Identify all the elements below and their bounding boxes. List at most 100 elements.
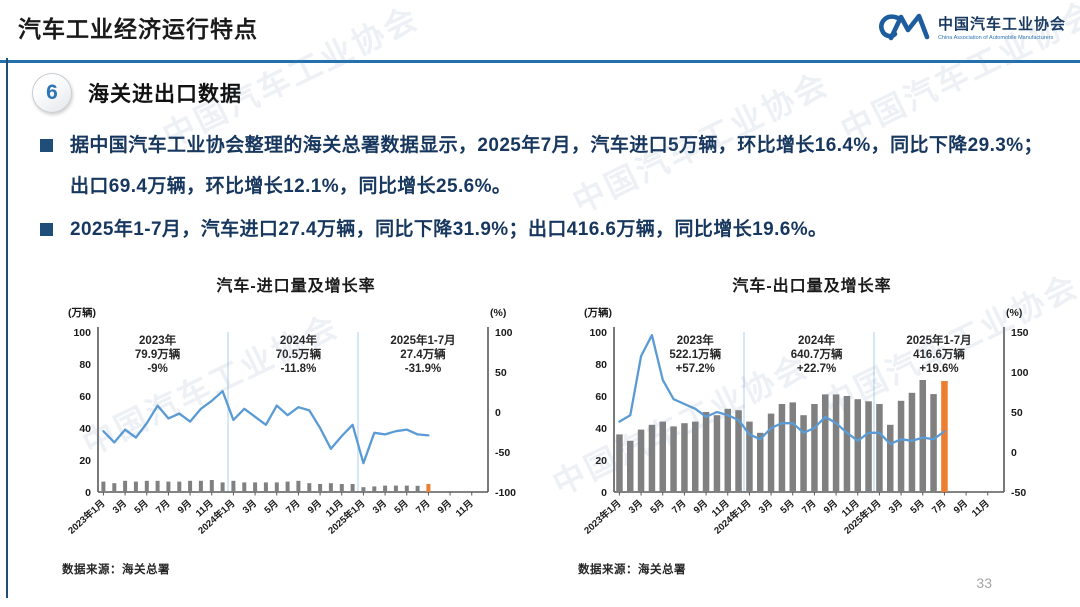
- x-tick-label: 9月: [822, 498, 840, 516]
- left-tick-label: 80: [595, 359, 607, 371]
- bullet-square-icon: [40, 139, 53, 152]
- annotation-volume: 416.6万辆: [913, 347, 965, 361]
- annotation-pct: -31.9%: [405, 363, 441, 375]
- x-tick-label: 3月: [371, 498, 389, 516]
- header-divider: [0, 60, 1080, 63]
- annotation-year: 2023年: [677, 333, 715, 347]
- volume-bar: [339, 484, 344, 492]
- annotation-pct: +22.7%: [797, 363, 836, 375]
- volume-bar: [637, 429, 645, 492]
- volume-bar: [220, 482, 225, 492]
- x-tick-label: 11月: [454, 498, 476, 519]
- volume-bar: [393, 485, 398, 492]
- volume-bar: [101, 481, 106, 492]
- right-tick-label: 0: [1011, 447, 1017, 459]
- volume-bar: [253, 482, 258, 492]
- section-head: 6 海关进出口数据: [32, 73, 1080, 113]
- volume-bar: [941, 381, 948, 492]
- bullet-text: 2025年1-7月，汽车进口27.4万辆，同比下降31.9%；出口416.6万辆…: [70, 219, 828, 240]
- left-tick-label: 20: [79, 455, 91, 467]
- volume-bar: [919, 380, 926, 492]
- x-tick-label: 7月: [800, 498, 818, 516]
- volume-bar: [166, 481, 171, 492]
- bullet-item: 据中国汽车工业协会整理的海关总署数据显示，2025年7月，汽车进口5万辆，环比增…: [38, 125, 1044, 207]
- right-axis-unit: (%): [490, 307, 506, 319]
- volume-bar: [426, 484, 431, 492]
- volume-bar: [767, 413, 775, 492]
- bullet-item: 2025年1-7月，汽车进口27.4万辆，同比下降31.9%；出口416.6万辆…: [38, 209, 1044, 250]
- volume-bar: [155, 480, 160, 492]
- volume-bar: [198, 480, 203, 492]
- volume-bar: [188, 480, 193, 492]
- export-chart-source: 数据来源：海关总署: [578, 564, 686, 576]
- left-frame-line: [6, 58, 8, 598]
- volume-bar: [778, 404, 786, 492]
- volume-bar: [681, 423, 688, 492]
- right-tick-label: -100: [495, 487, 516, 499]
- volume-bar: [757, 432, 764, 492]
- volume-bar: [627, 440, 634, 492]
- x-tick-label: 7月: [284, 498, 302, 516]
- x-tick-label: 7月: [154, 498, 172, 516]
- volume-bar: [854, 399, 861, 492]
- volume-bar: [746, 421, 753, 492]
- volume-bar: [822, 394, 829, 492]
- volume-bar: [372, 486, 377, 492]
- section-number-badge: 6: [32, 73, 72, 113]
- annotation-volume: 70.5万辆: [276, 347, 322, 361]
- left-tick-label: 40: [595, 423, 607, 435]
- left-axis-unit: (万辆): [68, 306, 96, 319]
- page-title: 汽车工业经济运行特点: [18, 16, 258, 42]
- annotation-pct: +57.2%: [676, 363, 715, 375]
- volume-bar: [274, 482, 279, 492]
- volume-bar: [908, 392, 916, 492]
- growth-line: [618, 334, 946, 446]
- section-title: 海关进出口数据: [88, 83, 242, 106]
- volume-bar: [231, 480, 236, 492]
- x-tick-label: 2023年1月: [66, 497, 108, 536]
- volume-bar: [887, 424, 894, 492]
- x-tick-label: 3月: [627, 498, 645, 516]
- volume-bar: [318, 484, 323, 492]
- caam-logo-icon: [879, 13, 930, 41]
- import-chart-source: 数据来源：海关总署: [62, 564, 170, 576]
- volume-bar: [648, 424, 656, 492]
- x-tick-label: 5月: [648, 498, 666, 516]
- page-number: 33: [976, 575, 992, 591]
- x-tick-label: 5月: [392, 498, 410, 516]
- export-chart-title: 汽车-出口量及增长率: [732, 278, 892, 295]
- volume-bar: [328, 483, 333, 492]
- volume-bar: [361, 487, 366, 492]
- right-tick-label: 150: [1011, 327, 1029, 339]
- volume-bar: [383, 485, 388, 492]
- x-tick-label: 3月: [757, 498, 775, 516]
- x-tick-label: 11月: [970, 498, 992, 519]
- annotation-volume: 640.7万辆: [791, 347, 843, 361]
- bullet-text: 据中国汽车工业协会整理的海关总署数据显示，2025年7月，汽车进口5万辆，环比增…: [70, 135, 1043, 197]
- volume-bar: [735, 410, 742, 492]
- volume-bar: [133, 481, 138, 492]
- volume-bar: [415, 485, 420, 492]
- x-tick-label: 9月: [692, 498, 710, 516]
- right-tick-label: 100: [1011, 367, 1029, 379]
- export-chart: 汽车-出口量及增长率 100 80 60 40 20 0 150 100 50 0 -50 (万辆)(…: [568, 272, 1056, 577]
- annotation-volume: 522.1万辆: [669, 347, 721, 361]
- logo-name-en: China Association of Automobile Manufact…: [937, 35, 1054, 41]
- volume-bar: [123, 480, 128, 492]
- x-tick-label: 9月: [436, 498, 454, 516]
- right-tick-label: -50: [1011, 487, 1026, 499]
- volume-bar: [897, 400, 905, 492]
- volume-bar: [404, 485, 409, 492]
- left-tick-label: 0: [85, 487, 91, 499]
- right-tick-label: 50: [495, 367, 507, 379]
- volume-bar: [789, 402, 796, 492]
- import-chart: 汽车-进口量及增长率 100 80 60 40 20 0 100 50 0 -50 -100 (万辆)…: [52, 272, 540, 577]
- left-tick-label: 40: [79, 423, 91, 435]
- right-tick-label: 50: [1011, 407, 1023, 419]
- volume-bar: [724, 408, 731, 492]
- volume-bar: [177, 481, 182, 492]
- x-tick-label: 5月: [908, 498, 926, 516]
- logo-name-cn: 中国汽车工业协会: [937, 16, 1066, 33]
- x-tick-label: 7月: [414, 498, 432, 516]
